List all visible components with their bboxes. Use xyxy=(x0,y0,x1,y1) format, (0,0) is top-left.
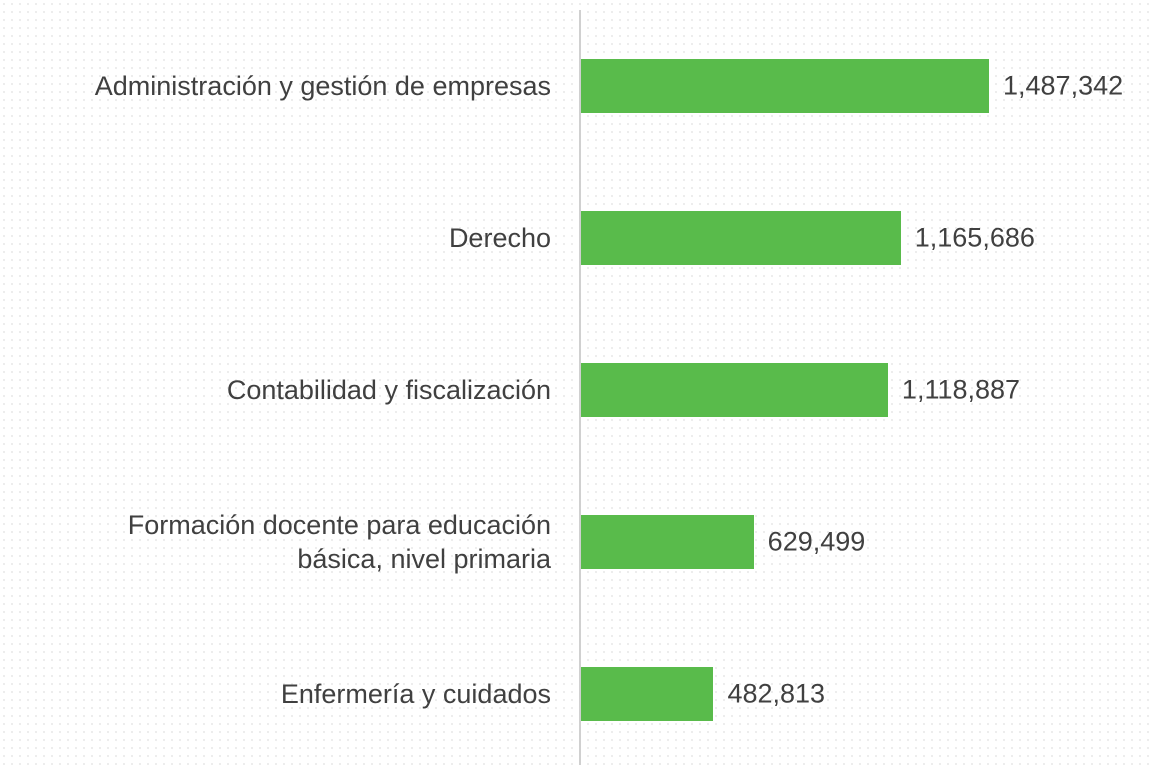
category-label: Formación docente para educación básica,… xyxy=(127,510,551,574)
category-label: Contabilidad y fiscalización xyxy=(226,375,551,405)
bar xyxy=(581,515,754,569)
category-label: Enfermería y cuidados xyxy=(280,679,551,709)
value-label: 482,813 xyxy=(727,678,826,709)
category-axis xyxy=(579,10,581,765)
bar xyxy=(581,363,888,417)
value-label: 629,499 xyxy=(767,526,866,557)
value-label: 1,118,887 xyxy=(901,374,1021,405)
value-label: 1,165,686 xyxy=(914,222,1035,253)
value-label: 1,487,342 xyxy=(1003,70,1124,101)
bar xyxy=(581,59,989,113)
category-label: Administración y gestión de empresas xyxy=(94,71,551,101)
category-label: Derecho xyxy=(448,223,551,253)
bar xyxy=(581,667,714,721)
bar xyxy=(581,211,901,265)
